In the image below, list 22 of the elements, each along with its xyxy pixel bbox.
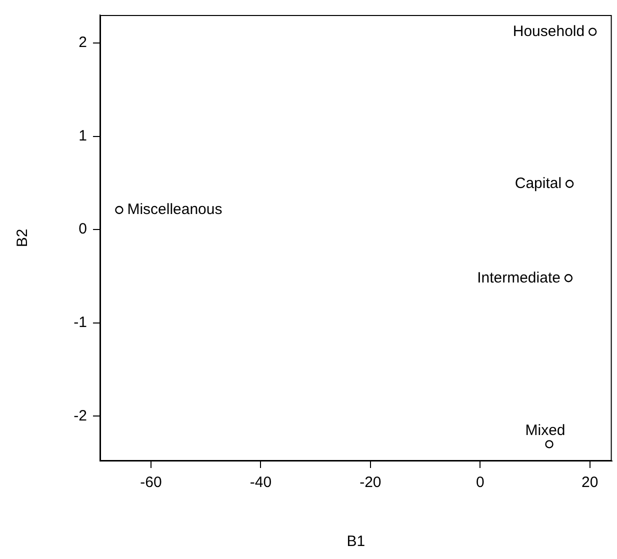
point — [115, 206, 124, 214]
annotation: Intermediate — [477, 269, 560, 286]
point — [545, 440, 554, 448]
y-tick-label: -2 — [74, 407, 87, 424]
x-tick-label: -20 — [360, 474, 382, 492]
annotation: Household — [512, 22, 585, 40]
y-tick-label: 1 — [78, 127, 87, 144]
x-tick-label: 0 — [476, 474, 484, 492]
point — [588, 28, 597, 36]
annotation: Mixed — [525, 422, 566, 439]
y-tick-label: 0 — [78, 220, 87, 238]
point — [565, 180, 574, 188]
x-tick-label: 20 — [582, 474, 598, 492]
x-tick-label: -60 — [140, 474, 162, 492]
annotation: Miscelleanous — [127, 201, 222, 218]
y-tick-label: -1 — [74, 314, 87, 332]
y-axis-title: B2 — [14, 228, 32, 248]
annotation: Capital — [514, 175, 562, 192]
y-tick-label: 2 — [78, 34, 87, 52]
x-axis-title: B1 — [346, 533, 366, 550]
x-tick-label: -40 — [250, 474, 272, 492]
point — [564, 274, 573, 282]
